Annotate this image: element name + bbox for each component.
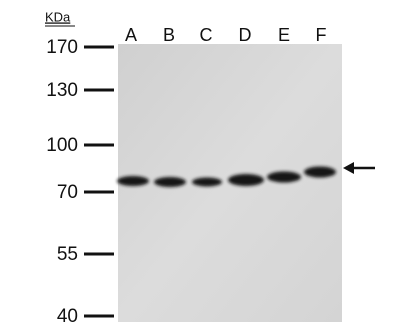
marker-label: 55 [57, 244, 78, 265]
lane-label: B [163, 25, 175, 45]
labels: 170 130 100 70 55 40 A B C D E F [46, 25, 326, 327]
marker-label: 170 [46, 37, 78, 58]
marker-ticks [84, 45, 114, 318]
lane-label: C [200, 25, 213, 45]
arrow [343, 162, 375, 174]
band [192, 177, 222, 187]
marker-label: 70 [57, 182, 78, 203]
marker-label: 40 [57, 306, 78, 327]
lane-label: F [316, 25, 327, 45]
lane-label: A [125, 25, 137, 45]
bands [117, 166, 336, 187]
band [154, 177, 186, 187]
band [304, 166, 336, 178]
marker-label: 100 [46, 135, 78, 156]
unit-label: KDa [45, 9, 71, 24]
marker-label: 130 [46, 80, 78, 101]
lane-label: D [239, 25, 252, 45]
blot-membrane [118, 44, 342, 322]
band [228, 174, 264, 186]
band [267, 171, 301, 183]
lane-label: E [278, 25, 290, 45]
band [117, 176, 149, 186]
